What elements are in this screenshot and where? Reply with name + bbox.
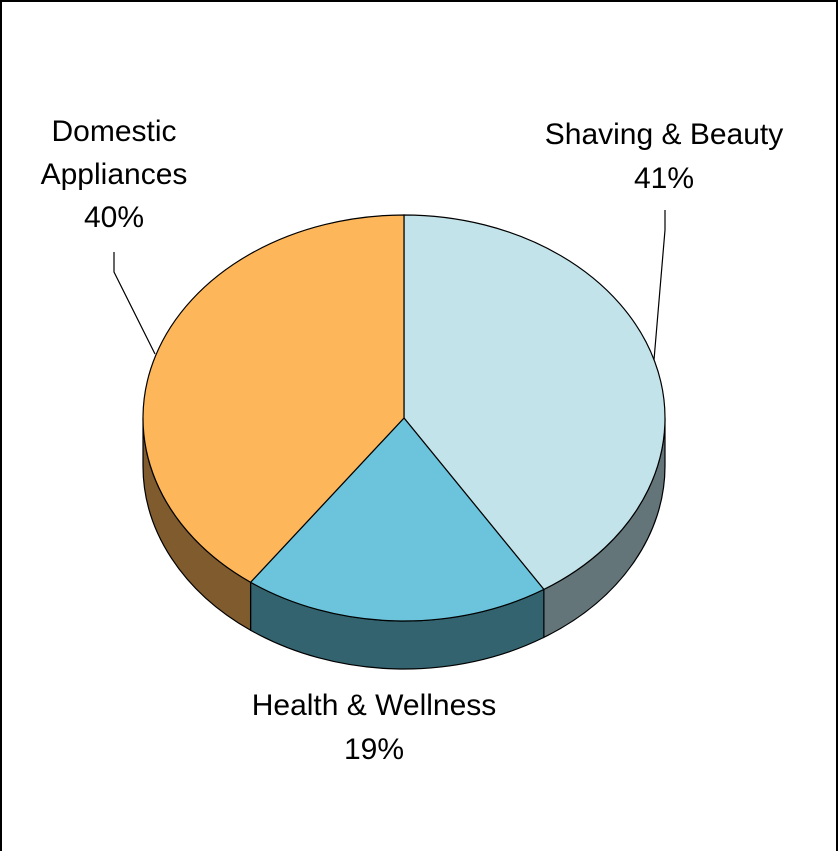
- pie-tops: [142, 214, 666, 622]
- label-domestic-appliances-name-line1: Domestic: [51, 115, 176, 148]
- leader-line-domestic-appliances: [113, 252, 156, 355]
- pie-slice-shaving-beauty: [403, 214, 666, 591]
- label-domestic-appliances-value: 40%: [84, 201, 144, 234]
- label-health-wellness-name: Health & Wellness: [252, 689, 497, 722]
- pie-slice-health-wellness: [249, 417, 545, 622]
- leader-lines: [113, 210, 666, 361]
- pie-slice-domestic-appliances: [142, 214, 405, 583]
- leader-line-shaving-beauty: [653, 210, 666, 361]
- label-shaving-beauty-value: 41%: [634, 162, 694, 195]
- slice-labels: Domestic Appliances 40% Shaving & Beauty…: [41, 115, 784, 766]
- label-shaving-beauty-name: Shaving & Beauty: [545, 118, 784, 151]
- label-domestic-appliances-name-line2: Appliances: [41, 158, 188, 191]
- label-health-wellness-value: 19%: [344, 733, 404, 766]
